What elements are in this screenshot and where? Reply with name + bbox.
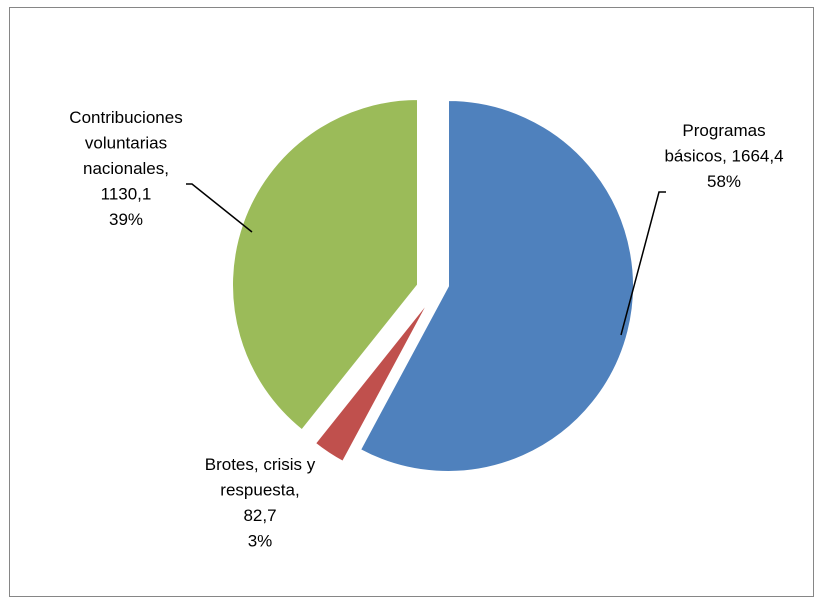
slice-brotes-crisis	[313, 297, 432, 464]
data-label-line: Brotes, crisis y	[205, 455, 316, 474]
data-label-line: 1130,1	[101, 185, 152, 204]
data-label-line: Contribuciones	[69, 108, 182, 127]
data-label-line: 3%	[248, 532, 273, 551]
data-label-line: básicos, 1664,4	[664, 147, 783, 166]
slice-contribuciones-voluntarias	[231, 97, 419, 432]
slice-programas-basicos	[358, 98, 635, 473]
leader-line-programas	[620, 191, 666, 336]
label-brotes-crisis: Brotes, crisis y respuesta, 82,7 3%	[205, 455, 316, 551]
data-label-line: Programas	[682, 121, 765, 140]
data-label-line: voluntarias	[85, 134, 167, 153]
data-label-line: 82,7	[243, 506, 276, 525]
data-label-line: respuesta,	[220, 481, 299, 500]
leader-lines	[186, 183, 666, 336]
label-contribuciones-voluntarias: Contribuciones voluntarias nacionales, 1130…	[69, 108, 182, 229]
pie-slices	[231, 97, 635, 473]
leader-line-contribuciones	[186, 183, 253, 233]
data-label-line: 39%	[109, 210, 143, 229]
data-label-line: nacionales,	[83, 159, 169, 178]
label-programas-basicos: Programas básicos, 1664,4 58%	[664, 121, 783, 191]
data-labels: Programas básicos, 1664,4 58% Brotes, crisi…	[69, 108, 783, 551]
data-label-line: 58%	[707, 172, 741, 191]
